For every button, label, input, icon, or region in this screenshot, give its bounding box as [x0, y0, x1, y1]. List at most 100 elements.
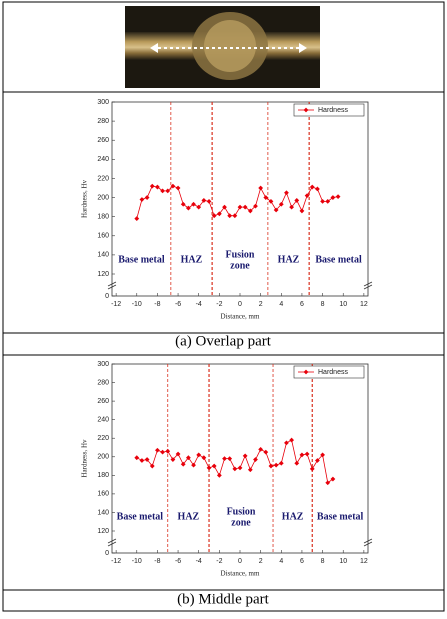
data-point [227, 213, 233, 219]
x-tick-label: -6 [175, 301, 181, 308]
data-point [185, 455, 191, 461]
data-point [191, 201, 196, 207]
x-tick-label: -2 [216, 301, 222, 308]
x-tick-label: 6 [300, 301, 304, 308]
data-point [263, 449, 269, 455]
y-tick-label: 0 [105, 293, 109, 300]
data-point [232, 466, 238, 472]
y-tick-label: 260 [97, 137, 109, 144]
data-point [247, 208, 253, 214]
x-tick-label: -8 [154, 558, 160, 565]
x-tick-label: 0 [238, 301, 242, 308]
data-point [315, 186, 320, 192]
data-point [144, 457, 150, 462]
region-label: HAZ [278, 254, 300, 265]
x-tick-label: -12 [111, 558, 121, 565]
frame [2, 1, 445, 612]
data-point [253, 203, 258, 209]
y-tick-label: 280 [97, 379, 109, 386]
region-label: Fusion [227, 506, 256, 517]
data-point [216, 211, 222, 217]
data-point [289, 204, 295, 210]
x-tick-label: 12 [360, 301, 368, 308]
y-tick-label: 120 [97, 271, 109, 278]
data-point [201, 455, 207, 461]
data-point [299, 452, 305, 458]
data-point [294, 198, 300, 203]
legend-box [293, 103, 365, 117]
y-tick-label: 140 [97, 252, 109, 259]
region-label: zone [231, 517, 251, 528]
data-point [155, 447, 160, 453]
data-point [139, 197, 145, 202]
data-point [155, 184, 160, 190]
data-point [160, 188, 165, 194]
data-point [170, 457, 176, 462]
data-point [222, 456, 227, 462]
data-point [278, 460, 284, 466]
data-point [315, 458, 320, 463]
x-tick-label: 4 [279, 558, 283, 565]
x-tick-label: -2 [216, 558, 222, 565]
data-point [253, 457, 258, 462]
data-point [134, 216, 140, 221]
x-tick-label: 10 [339, 301, 347, 308]
axis-break [363, 538, 373, 547]
data-point [242, 453, 248, 459]
region-label: HAZ [282, 511, 304, 522]
y-tick-label: 280 [97, 118, 109, 125]
data-point [201, 198, 207, 203]
y-tick-label: 180 [97, 472, 109, 479]
y-tick-label: 300 [97, 99, 109, 106]
data-point [304, 193, 310, 199]
x-axis-title: Distance, mm [221, 313, 260, 321]
data-point [325, 480, 331, 486]
data-point [180, 201, 186, 207]
data-point [330, 476, 336, 482]
series-line [136, 185, 339, 219]
x-tick-label: -10 [132, 558, 142, 565]
axis-break [363, 281, 373, 290]
region-label: HAZ [181, 254, 203, 265]
data-point [335, 194, 341, 199]
x-tick-label: 4 [279, 301, 283, 308]
data-point [237, 204, 243, 210]
region-label: HAZ [178, 511, 200, 522]
legend-label: Hardness [318, 107, 348, 114]
data-point [165, 448, 171, 454]
data-point [268, 463, 274, 469]
x-tick-label: 2 [259, 301, 263, 308]
x-tick-label: 10 [339, 558, 347, 565]
caption: (a) Overlap part [175, 333, 272, 349]
caption: (b) Middle part [177, 591, 269, 607]
data-point [278, 201, 284, 207]
data-point [263, 195, 269, 200]
y-tick-label: 240 [97, 417, 109, 424]
region-label: Base metal [118, 254, 165, 265]
data-point [232, 213, 238, 219]
data-point [242, 204, 248, 210]
legend-box [293, 365, 365, 379]
data-point [170, 183, 176, 189]
data-point [258, 185, 264, 191]
y-tick-label: 200 [97, 454, 109, 461]
x-tick-label: 2 [259, 558, 263, 565]
x-tick-label: -6 [175, 558, 181, 565]
legend-marker [303, 107, 309, 113]
data-point [289, 437, 295, 443]
data-point [247, 467, 253, 473]
data-point [180, 461, 186, 467]
legend-label: Hardness [318, 369, 348, 376]
y-tick-label: 0 [105, 550, 109, 557]
data-point [268, 198, 274, 204]
data-point [165, 188, 171, 194]
data-point [160, 449, 165, 455]
data-point [309, 466, 315, 472]
axis-break [107, 281, 117, 290]
x-tick-label: -12 [111, 301, 121, 308]
data-point [175, 185, 181, 191]
x-tick-label: 12 [360, 558, 368, 565]
data-point [284, 440, 289, 446]
data-point [206, 465, 212, 471]
x-tick-label: 6 [300, 558, 304, 565]
